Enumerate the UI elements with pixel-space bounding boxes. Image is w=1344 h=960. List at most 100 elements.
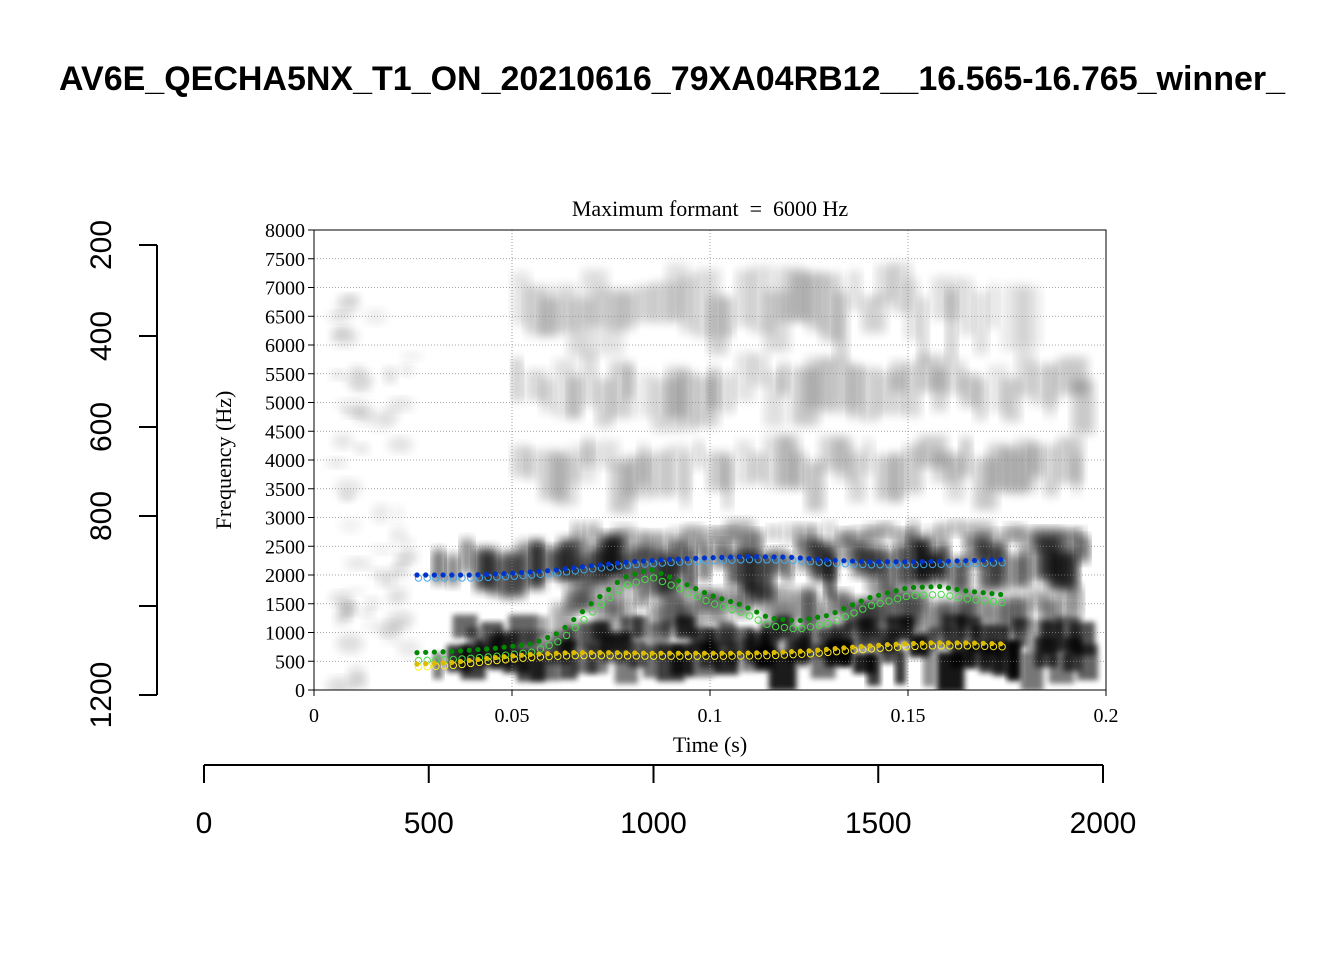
formant-point bbox=[440, 572, 446, 578]
formant-point bbox=[614, 650, 620, 656]
formant-point-open bbox=[737, 608, 745, 616]
formant-point bbox=[553, 567, 559, 573]
formant-point bbox=[954, 640, 960, 646]
formant-point bbox=[501, 654, 507, 660]
formant-point-open bbox=[554, 638, 562, 646]
y-tick-label: 3500 bbox=[265, 479, 305, 501]
formant-point bbox=[736, 650, 742, 656]
formant-point-open bbox=[789, 624, 797, 633]
formant-point bbox=[980, 557, 986, 563]
formant-point bbox=[971, 557, 978, 564]
formant-point bbox=[606, 586, 612, 593]
formant-point bbox=[658, 557, 664, 563]
formant-point bbox=[475, 647, 481, 653]
formant-point bbox=[858, 558, 864, 565]
formant-point-open bbox=[684, 589, 693, 597]
y-tick-label: 5500 bbox=[265, 364, 305, 386]
formant-point bbox=[902, 585, 908, 592]
formant-point bbox=[832, 557, 838, 563]
formant-point bbox=[640, 558, 647, 564]
formant-point bbox=[823, 646, 830, 652]
formant-point bbox=[431, 660, 437, 666]
formant-point bbox=[684, 582, 690, 588]
formant-point bbox=[754, 554, 760, 560]
formant-point bbox=[806, 556, 812, 562]
formant-point-open bbox=[841, 612, 850, 621]
formant-point-open bbox=[597, 600, 606, 609]
formant-point bbox=[649, 650, 655, 656]
formant-point bbox=[989, 590, 995, 597]
formant-point bbox=[449, 659, 455, 666]
formant-point bbox=[440, 649, 446, 655]
spectrogram bbox=[325, 262, 1099, 690]
formant-point bbox=[623, 650, 629, 656]
formant-point bbox=[841, 558, 847, 564]
formant-point bbox=[719, 554, 725, 561]
formant-point bbox=[945, 558, 951, 564]
formant-point bbox=[597, 594, 603, 600]
formant-point-open bbox=[710, 600, 719, 608]
formant-point bbox=[649, 557, 655, 564]
formant-point bbox=[867, 594, 873, 601]
outer-bottom-axis: 0 500 1000 1500 2000 bbox=[196, 764, 1137, 840]
formant-point bbox=[431, 649, 437, 655]
formant-point-open bbox=[911, 591, 919, 600]
formant-point bbox=[579, 650, 586, 656]
formant-point bbox=[998, 641, 1004, 647]
formant-point-open bbox=[606, 593, 614, 602]
formant-point bbox=[484, 646, 490, 652]
formant-point bbox=[658, 650, 664, 656]
x-tick-label: 0.2 bbox=[1094, 705, 1119, 727]
formant-point-open bbox=[806, 623, 815, 631]
y-tick-label: 2500 bbox=[265, 536, 305, 558]
formant-point-open bbox=[719, 603, 728, 611]
formant-point bbox=[884, 590, 891, 596]
formant-point bbox=[788, 649, 795, 655]
formant-point bbox=[693, 555, 699, 561]
formant-point bbox=[701, 590, 708, 596]
formant-point bbox=[963, 640, 969, 646]
chart-title: Maximum formant = 6000 Hz bbox=[572, 196, 849, 221]
formant-point bbox=[736, 554, 742, 560]
formant-point bbox=[832, 646, 838, 652]
formant-point bbox=[614, 560, 620, 566]
y-tick-label: 3000 bbox=[265, 508, 305, 530]
formant-point bbox=[971, 589, 978, 595]
x-axis-label: Time (s) bbox=[673, 732, 747, 757]
formant-point bbox=[902, 641, 908, 647]
formant-point-open bbox=[928, 591, 937, 599]
outer-left-tick-label: 200 bbox=[85, 220, 118, 270]
formant-point-open bbox=[658, 577, 667, 586]
y-axis: 0 500 1000 1500 2000 2500 3000 3500 4000 4500 5000… bbox=[265, 220, 314, 702]
formant-point bbox=[484, 655, 490, 662]
formant-point-open bbox=[902, 592, 911, 601]
y-tick-label: 7500 bbox=[265, 249, 305, 271]
formant-point bbox=[457, 648, 464, 654]
formant-point bbox=[449, 572, 455, 578]
formant-series-3 bbox=[414, 640, 1006, 671]
y-tick-label: 8000 bbox=[265, 220, 305, 242]
formant-point bbox=[440, 660, 446, 666]
formant-point-open bbox=[632, 578, 640, 586]
formant-point bbox=[501, 644, 507, 650]
formant-point bbox=[701, 555, 708, 561]
formant-point bbox=[815, 614, 821, 620]
formant-point bbox=[632, 558, 638, 565]
formant-point bbox=[414, 661, 420, 667]
formant-point-open bbox=[745, 612, 754, 620]
formant-point-open bbox=[981, 597, 989, 605]
formant-point bbox=[788, 554, 795, 560]
formant-point-open bbox=[832, 616, 841, 625]
formant-point bbox=[545, 651, 551, 657]
formant-point bbox=[658, 570, 664, 577]
outer-bottom-tick-label: 1000 bbox=[620, 807, 687, 840]
formant-point bbox=[815, 647, 821, 653]
formant-point-open bbox=[728, 605, 736, 614]
formant-point bbox=[414, 650, 420, 656]
formant-point-open bbox=[580, 615, 588, 624]
formant-point bbox=[597, 650, 603, 656]
outer-bottom-tick-label: 2000 bbox=[1070, 807, 1137, 840]
formant-point bbox=[423, 572, 429, 578]
formant-point bbox=[989, 640, 995, 647]
formant-point-open bbox=[963, 595, 972, 603]
